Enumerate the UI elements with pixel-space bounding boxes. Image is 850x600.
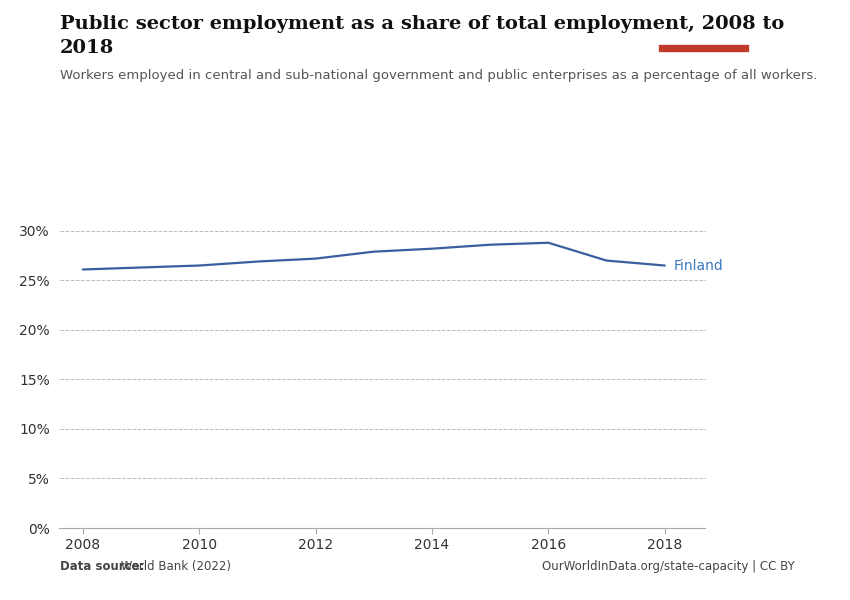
Text: Data source:: Data source: [60, 560, 144, 573]
Text: Public sector employment as a share of total employment, 2008 to: Public sector employment as a share of t… [60, 15, 784, 33]
Text: Our World: Our World [673, 14, 733, 25]
Bar [659, 45, 748, 51]
Text: in Data: in Data [682, 29, 724, 39]
Text: 2018: 2018 [60, 39, 114, 57]
Text: Workers employed in central and sub-national government and public enterprises a: Workers employed in central and sub-nati… [60, 69, 817, 82]
Text: OurWorldInData.org/state-capacity | CC BY: OurWorldInData.org/state-capacity | CC B… [542, 560, 795, 573]
Text: World Bank (2022): World Bank (2022) [117, 560, 231, 573]
Text: Finland: Finland [673, 259, 723, 272]
